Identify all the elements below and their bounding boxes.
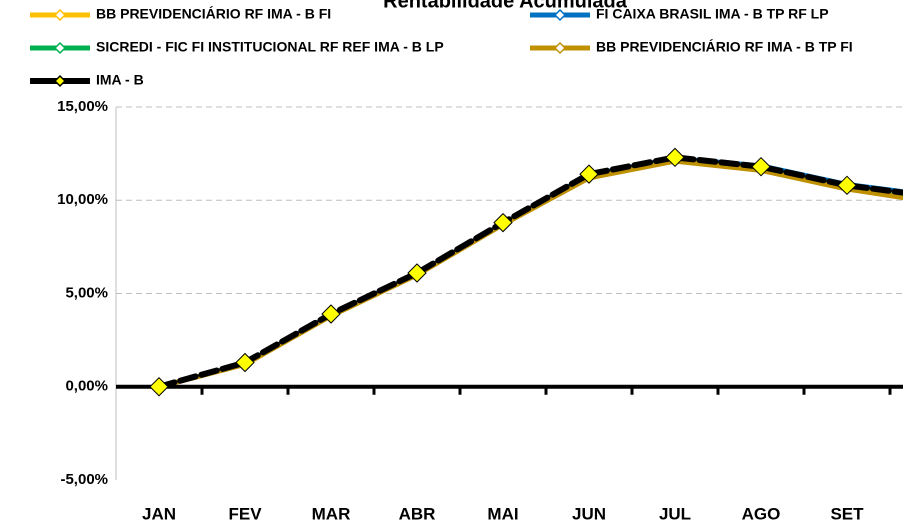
data-point — [407, 263, 427, 283]
x-tick-label: JAN — [142, 504, 176, 523]
x-tick-label: AGO — [742, 504, 781, 523]
data-point — [149, 377, 169, 397]
legend-marker — [53, 8, 67, 22]
legend-label: FI CAIXA BRASIL IMA - B TP RF LP — [596, 6, 829, 22]
legend-marker — [53, 41, 67, 55]
legend-label: BB PREVIDENCIÁRIO RF IMA - B FI — [96, 6, 331, 22]
legend-marker — [53, 74, 67, 88]
data-point — [665, 147, 685, 168]
chart-title: Rentabilidade Acumulada — [383, 0, 628, 12]
x-tick-label: JUL — [659, 504, 691, 523]
series-line — [158, 158, 903, 390]
y-tick-label: 0,00% — [65, 378, 108, 395]
data-point — [579, 164, 599, 184]
x-tick-label: FEV — [228, 504, 262, 523]
x-tick-label: SET — [830, 504, 864, 523]
data-point — [493, 212, 513, 233]
data-point — [837, 175, 857, 196]
y-tick-label: 10,00% — [57, 191, 108, 208]
legend-marker — [553, 8, 567, 22]
x-tick-label: JUN — [572, 504, 606, 523]
legend-label: BB PREVIDENCIÁRIO RF IMA - B TP FI — [596, 39, 853, 55]
legend-label: IMA - B — [96, 72, 144, 88]
data-point — [321, 304, 341, 324]
y-tick-label: -5,00% — [60, 471, 108, 488]
x-tick-label: MAR — [312, 504, 351, 523]
data-point — [751, 156, 771, 177]
series-line — [156, 154, 903, 390]
y-tick-label: 5,00% — [65, 284, 108, 301]
y-tick-label: 15,00% — [57, 98, 108, 115]
x-tick-label: ABR — [399, 504, 436, 523]
data-point — [235, 352, 255, 373]
legend-label: SICREDI - FIC FI INSTITUCIONAL RF REF IM… — [96, 39, 444, 55]
legend-marker — [553, 41, 567, 55]
x-tick-label: MAI — [487, 504, 518, 523]
